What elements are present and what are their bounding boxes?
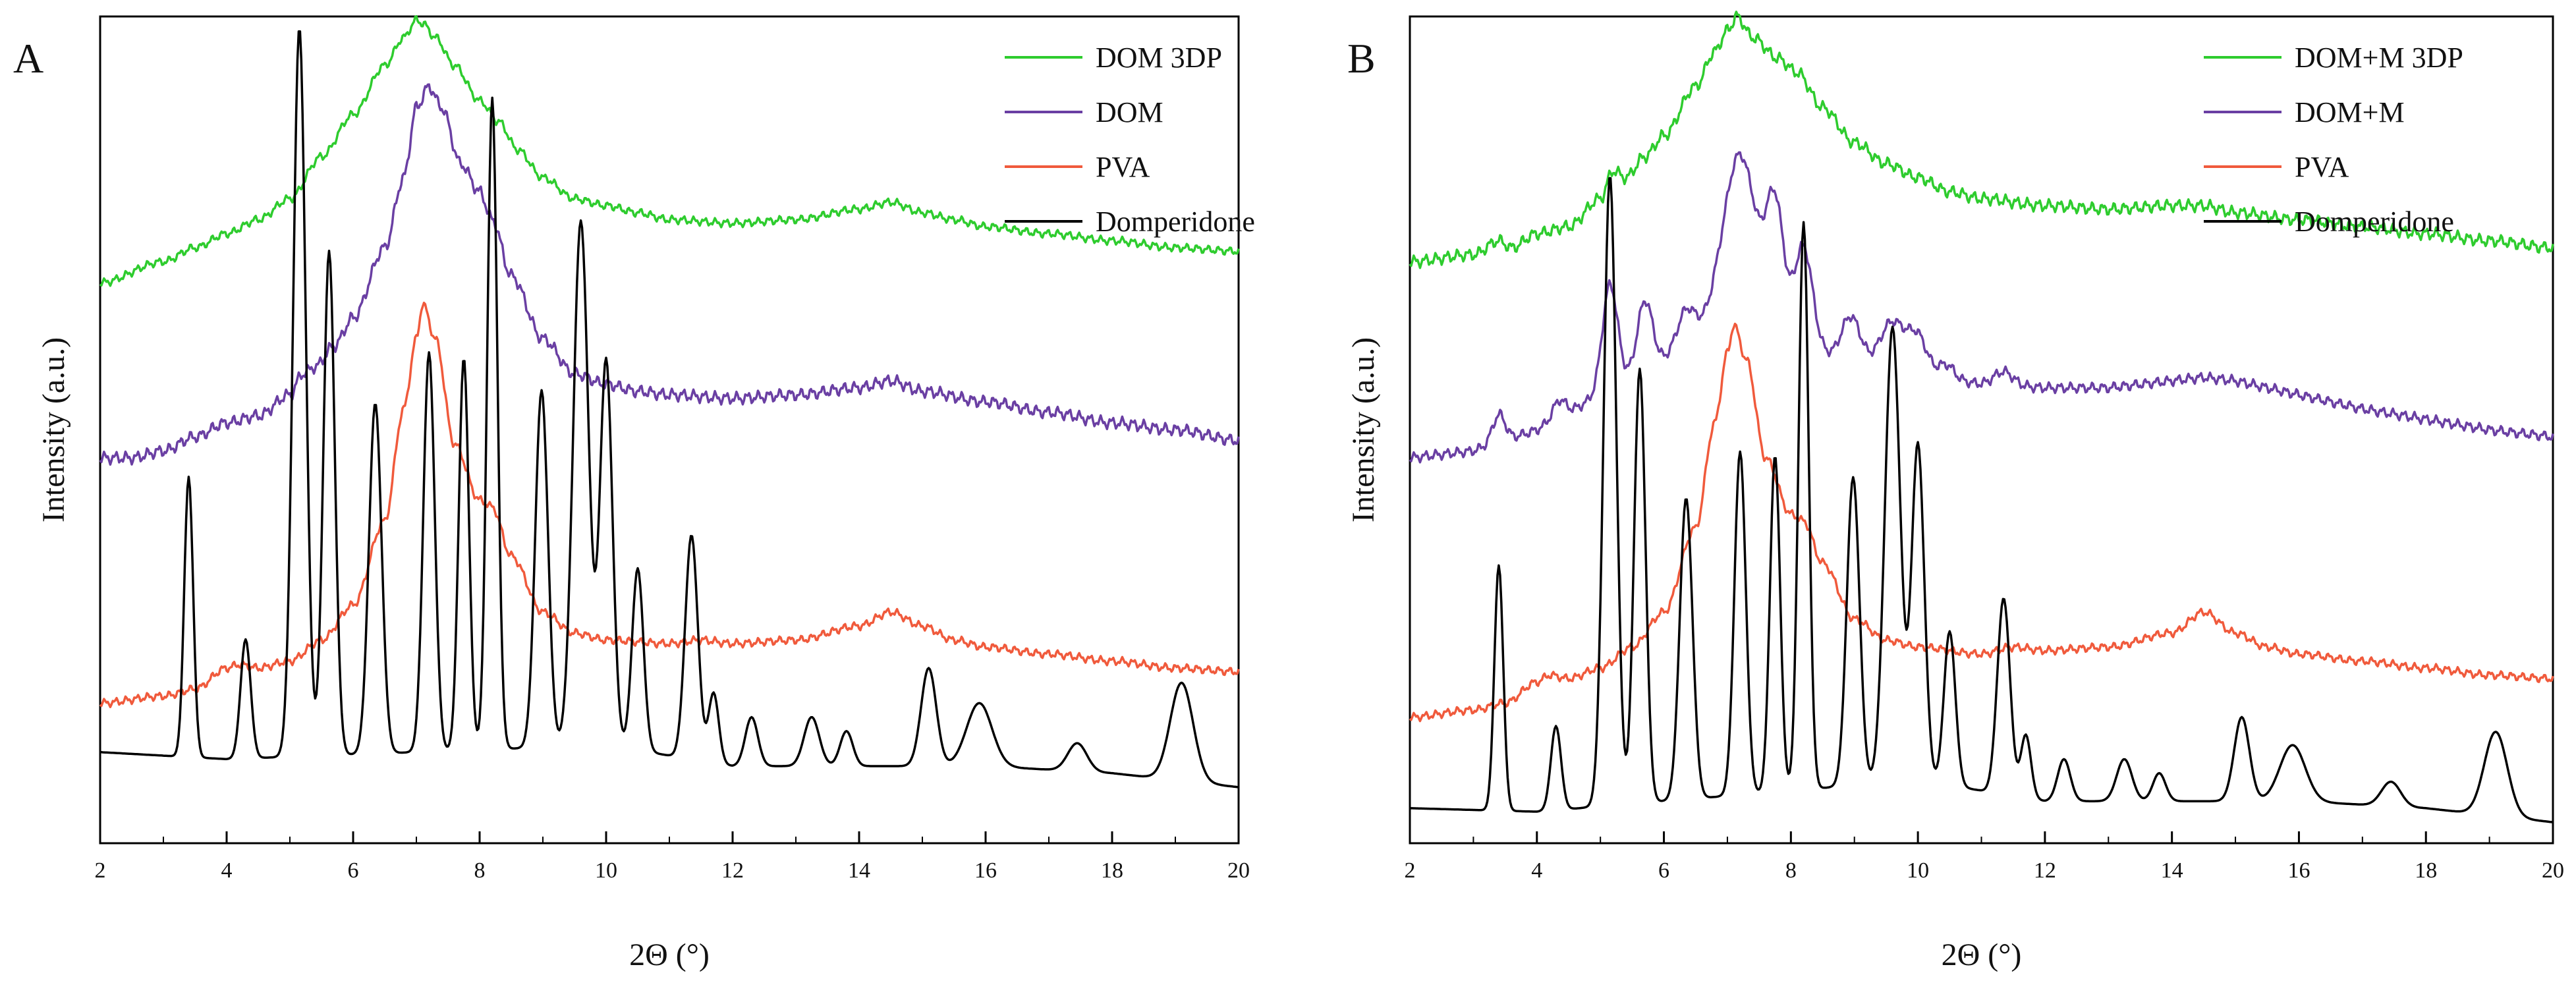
x-tick-label: 6 — [1658, 858, 1669, 883]
x-tick-label: 14 — [848, 858, 870, 883]
x-tick-label: 12 — [2034, 858, 2056, 883]
x-tick-label: 14 — [2161, 858, 2183, 883]
series-line-dom — [99, 83, 1240, 466]
series-line-pva — [99, 301, 1240, 709]
x-tick-label: 16 — [2287, 858, 2310, 883]
chart-panel-b: 2 4 6 8 10 12 14 16 18 20 2Θ (°) Intensity (a.u.) B D… — [1346, 11, 2564, 972]
legend: DOM 3DP DOM PVA Domperidone — [1005, 42, 1255, 238]
x-tick-label: 4 — [1531, 858, 1542, 883]
series-line-domperidone — [1409, 177, 2554, 823]
x-tick-label: 10 — [595, 858, 617, 883]
legend-entry-label: Domperidone — [2295, 206, 2454, 238]
panel-label: B — [1347, 35, 1376, 82]
legend-entry-label: DOM+M 3DP — [2295, 42, 2463, 74]
x-axis-title: 2Θ (°) — [1942, 937, 2022, 972]
x-tick-label: 20 — [1227, 858, 1250, 883]
x-tick-label: 18 — [1101, 858, 1123, 883]
x-tick-label: 10 — [1907, 858, 1929, 883]
legend-entry-label: PVA — [1096, 151, 1150, 183]
x-tick-label: 4 — [221, 858, 233, 883]
legend-entry-label: DOM — [1096, 96, 1163, 128]
legend-entry-label: DOM+M — [2295, 96, 2405, 128]
series-line-dom-m — [1409, 151, 2554, 464]
plot-frame — [99, 15, 1240, 845]
x-axis-title: 2Θ (°) — [629, 937, 710, 972]
legend: DOM+M 3DP DOM+M PVA Domperidone — [2204, 42, 2463, 238]
chart-panel-a: 2 4 6 8 10 12 14 16 18 20 2Θ (°) Intensity (a.u.) A D… — [13, 14, 1255, 972]
x-tick-label: 12 — [721, 858, 744, 883]
series-line-pva — [1409, 322, 2554, 723]
legend-entry-label: DOM 3DP — [1096, 42, 1222, 74]
plot-frame — [1409, 15, 2554, 845]
x-tick-label: 16 — [974, 858, 997, 883]
x-tick-label: 20 — [2542, 858, 2564, 883]
legend-entry-label: Domperidone — [1096, 206, 1255, 238]
x-tick-label: 2 — [95, 858, 106, 883]
legend-entry-label: PVA — [2295, 151, 2349, 183]
x-tick-label: 8 — [1785, 858, 1797, 883]
series-line-domperidone — [99, 30, 1239, 789]
y-axis-title: Intensity (a.u.) — [1346, 337, 1381, 522]
x-tick-label: 18 — [2415, 858, 2437, 883]
panel-label: A — [13, 35, 43, 82]
y-axis-title: Intensity (a.u.) — [36, 337, 71, 522]
series-line-dom-m-3dp — [1409, 11, 2554, 269]
x-tick-label: 8 — [474, 858, 486, 883]
x-tick-label: 6 — [348, 858, 359, 883]
x-tick-label: 2 — [1405, 858, 1416, 883]
series-line-dom-3dp — [99, 14, 1240, 287]
